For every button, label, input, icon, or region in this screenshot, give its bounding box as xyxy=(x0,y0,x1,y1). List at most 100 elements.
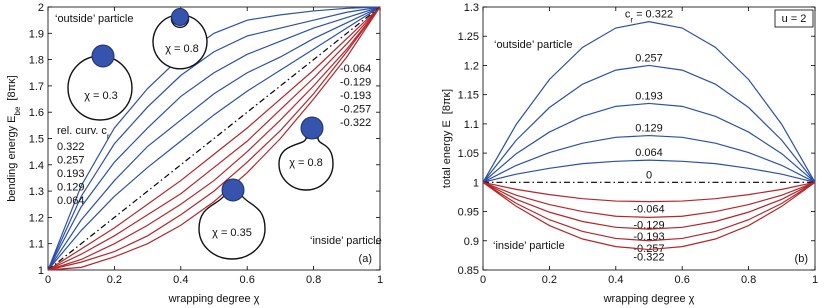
x-tick-label: 0.6 xyxy=(675,274,690,286)
panel-label: (b) xyxy=(795,253,808,265)
vesicle-shape xyxy=(152,14,208,70)
text-part: rel. curv. c xyxy=(57,125,107,137)
y-tick-label: 1.9 xyxy=(29,28,44,40)
x-axis-label: wrapping degree χ xyxy=(168,293,260,305)
text-part: r xyxy=(630,15,633,24)
y-tick-label: 1.05 xyxy=(458,148,479,160)
series-line xyxy=(482,181,816,203)
y-tick-label: 1.3 xyxy=(29,186,44,198)
series-label: -0.257 xyxy=(340,104,371,116)
y-tick-label: 1.25 xyxy=(458,31,479,43)
vesicle-shape xyxy=(198,195,266,260)
y-tick-label: 0.95 xyxy=(458,207,479,219)
x-tick-label: 1 xyxy=(377,274,383,286)
series-line xyxy=(47,6,381,271)
x-axis-label: wrapping degree χ xyxy=(603,293,695,305)
annotation: χ = 0.3 xyxy=(84,90,118,102)
series-label: 0.322 xyxy=(57,141,85,153)
series-line xyxy=(482,181,816,230)
particle xyxy=(300,116,324,140)
text-part: 0.322 xyxy=(646,9,674,21)
vesicle-insets xyxy=(67,8,334,260)
series-line xyxy=(47,6,381,271)
text-part: be xyxy=(13,106,22,115)
series-label: 0.064 xyxy=(57,195,85,207)
x-tick-label: 0.4 xyxy=(173,274,188,286)
y-tick-label: 1.2 xyxy=(464,60,479,72)
series-line xyxy=(482,64,816,183)
series-label: 0.064 xyxy=(635,147,663,159)
annotation: ‘inside’ particle xyxy=(310,235,382,247)
y-axis-label: total energy E [8πκ] xyxy=(441,89,453,188)
panel-label: (a) xyxy=(359,253,372,265)
x-tick-label: 0.2 xyxy=(542,274,557,286)
y-tick-label: 1.3 xyxy=(464,2,479,14)
series-line xyxy=(482,181,816,251)
y-tick-label: 1.1 xyxy=(29,239,44,251)
series-label: -0.064 xyxy=(340,63,371,75)
y-tick-label: 1 xyxy=(473,177,479,189)
series-line xyxy=(47,6,381,271)
series-line xyxy=(482,159,816,183)
series-label: -0.064 xyxy=(633,204,664,216)
text-part: r xyxy=(107,132,110,141)
y-tick-label: 1.8 xyxy=(29,55,44,67)
y-tick-label: 1.15 xyxy=(458,90,479,102)
series-line xyxy=(47,6,381,271)
series-label: cr = 0.322 xyxy=(625,9,673,25)
series-line xyxy=(482,181,816,242)
annotation: χ = 0.8 xyxy=(165,43,199,55)
y-tick-label: 1.7 xyxy=(29,81,44,93)
series-line xyxy=(482,20,816,183)
x-tick-label: 0.8 xyxy=(741,274,756,286)
text-part: bending energy E xyxy=(6,116,18,202)
series-label: -0.322 xyxy=(633,252,664,264)
series-label: -0.257 xyxy=(633,243,664,255)
series-line xyxy=(47,6,381,271)
x-tick-label: 0 xyxy=(480,274,486,286)
annotation: ‘inside’ particle xyxy=(493,240,565,252)
annotation: ‘outside’ particle xyxy=(55,13,133,25)
series-label: 0.257 xyxy=(635,52,663,64)
y-tick-label: 1.6 xyxy=(29,107,44,119)
x-tick-label: 0.2 xyxy=(107,274,122,286)
y-axis-label: bending energy Ebe [8πκ] xyxy=(6,75,22,201)
series-line xyxy=(47,6,381,271)
series-label: 0.129 xyxy=(635,123,663,135)
series-line xyxy=(47,6,381,271)
particle xyxy=(171,8,189,26)
text-part: = xyxy=(636,9,642,21)
text-part: [8πκ] xyxy=(6,75,18,100)
series-label: -0.322 xyxy=(340,117,371,129)
x-tick-label: 0.4 xyxy=(608,274,623,286)
text-part: c xyxy=(625,9,631,21)
series-line xyxy=(47,6,381,271)
series-line xyxy=(47,6,381,271)
annotation: rel. curv. cr xyxy=(57,125,110,141)
series-line xyxy=(47,6,381,271)
annotation: χ = 0.35 xyxy=(212,227,252,239)
series-line xyxy=(482,102,816,183)
vesicle-shape xyxy=(278,137,334,191)
y-tick-label: 1.5 xyxy=(29,134,44,146)
series-label: -0.129 xyxy=(340,77,371,89)
y-tick-label: 1 xyxy=(38,265,44,277)
plot-frame xyxy=(482,6,816,271)
x-tick-label: 0.6 xyxy=(240,274,255,286)
y-tick-label: 2 xyxy=(38,2,44,14)
annotation: χ = 0.8 xyxy=(289,157,323,169)
x-tick-label: 1 xyxy=(812,274,818,286)
series-label: 0.129 xyxy=(57,182,85,194)
particle xyxy=(221,178,245,202)
y-tick-label: 0.85 xyxy=(458,265,479,277)
series-label: 0.193 xyxy=(635,90,663,102)
x-tick-label: 0 xyxy=(45,274,51,286)
particle xyxy=(91,44,115,68)
series-line xyxy=(482,134,816,183)
text-part: [8πκ] xyxy=(441,89,453,114)
series-line xyxy=(482,181,816,219)
y-tick-label: 0.9 xyxy=(464,236,479,248)
annotation: ‘outside’ particle xyxy=(494,39,572,51)
